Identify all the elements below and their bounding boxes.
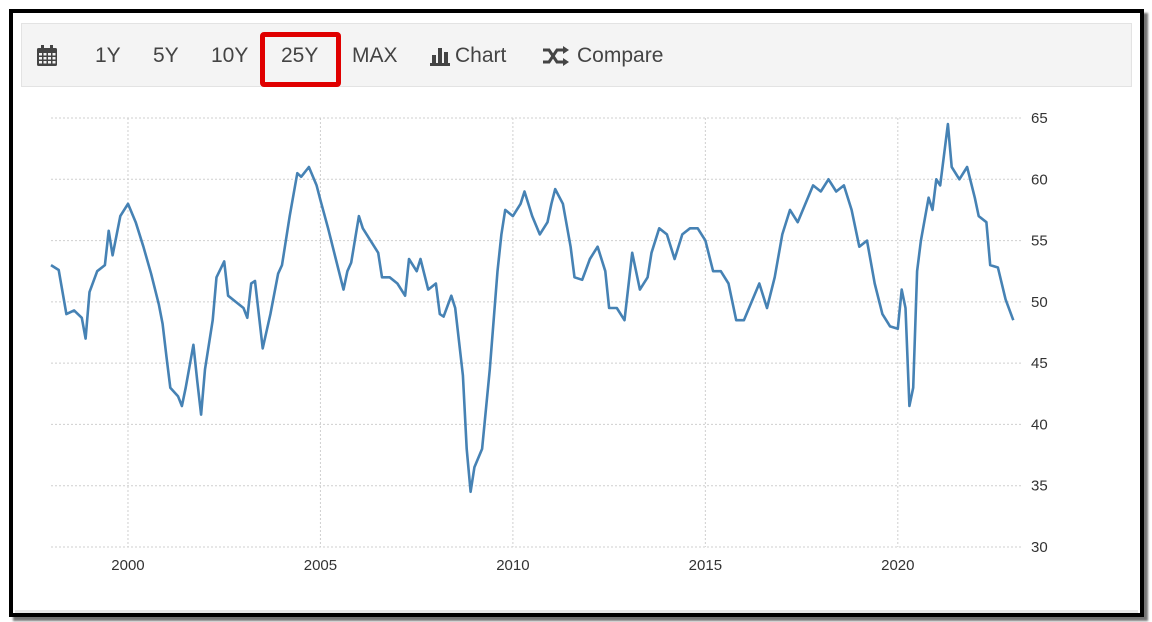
x-tick-label: 2005 [304,557,337,574]
x-tick-label: 2000 [111,557,144,574]
shuffle-icon [543,46,569,67]
calendar-icon[interactable] [36,24,58,88]
selected-range-highlight [260,32,341,87]
chart-area: 2000 2005 2010 2015 2020 65 60 55 50 45 40 35 30 [13,95,1140,609]
chart-type-button[interactable]: Chart [429,24,506,88]
y-tick-label: 65 [1031,110,1048,127]
range-25y-button[interactable]: 25Y [281,44,319,67]
x-tick-label: 2010 [496,557,529,574]
y-tick-label: 50 [1031,294,1048,311]
range-1y-button[interactable]: 1Y [95,44,121,67]
y-tick-label: 30 [1031,539,1048,556]
y-tick-label: 45 [1031,355,1048,372]
y-tick-label: 55 [1031,233,1048,250]
x-tick-label: 2020 [881,557,914,574]
y-tick-label: 40 [1031,416,1048,433]
range-10y-button[interactable]: 10Y [211,44,249,67]
range-5y-button[interactable]: 5Y [153,44,179,67]
chart-toolbar: 1Y 5Y 10Y 25Y MAX Chart Compare [21,23,1132,87]
x-tick-label: 2015 [689,557,722,574]
line-chart: 2000 2005 2010 2015 2020 65 60 55 50 45 40 35 30 [50,110,1048,574]
series-line [50,122,1015,494]
chart-button-label: Chart [455,44,507,67]
y-tick-label: 35 [1031,478,1048,495]
range-max-button[interactable]: MAX [352,44,398,67]
compare-button[interactable]: Compare [542,24,663,88]
y-tick-label: 60 [1031,171,1048,188]
bar-chart-icon [430,48,450,67]
compare-button-label: Compare [577,44,664,67]
chart-bottom-border [15,610,1138,613]
screenshot-frame: 1Y 5Y 10Y 25Y MAX Chart Compare 2000 [9,9,1144,617]
